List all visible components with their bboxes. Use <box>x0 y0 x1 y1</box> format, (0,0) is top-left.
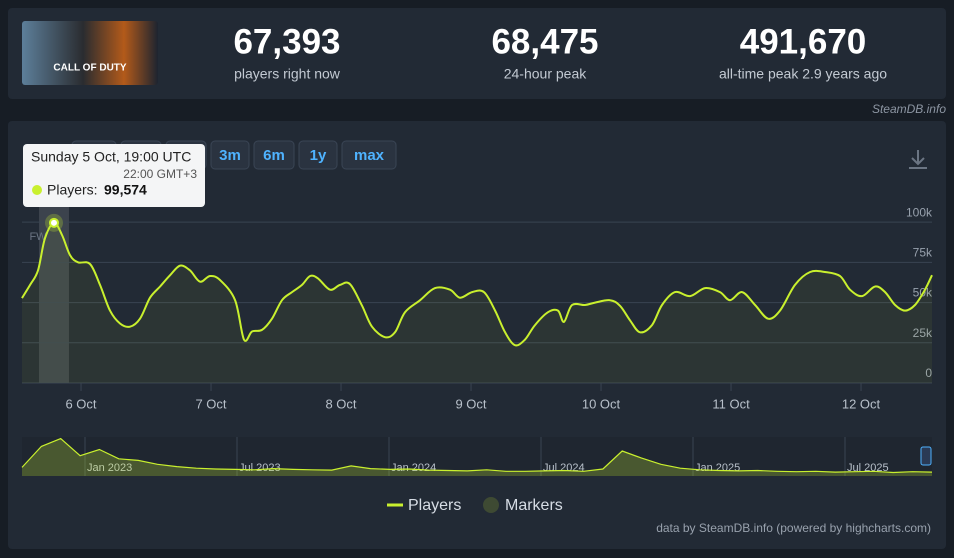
x-tick-label: 11 Oct <box>712 396 750 411</box>
y-tick-label: 100k <box>906 205 933 219</box>
tooltip-subtitle: 22:00 GMT+3 <box>123 167 197 181</box>
marker-flag: FW <box>29 231 47 243</box>
zoom-button[interactable] <box>210 140 250 170</box>
x-tick-label: 12 Oct <box>842 396 881 411</box>
stat-value: 67,393 <box>233 22 340 61</box>
x-tick-label: 7 Oct <box>195 396 226 411</box>
x-tick-label: 6 Oct <box>65 396 96 411</box>
tooltip-value: 99,574 <box>104 182 147 198</box>
tooltip-title: Sunday 5 Oct, 19:00 UTC <box>31 149 191 165</box>
tooltip-series: Players: <box>47 182 98 198</box>
game-image <box>22 21 158 85</box>
navigator-label: Jan 2023 <box>87 462 132 474</box>
x-tick-label: 10 Oct <box>582 396 621 411</box>
y-tick-label: 0 <box>925 366 932 380</box>
stat-value: 68,475 <box>491 22 598 61</box>
credits: data by SteamDB.info (powered by highcha… <box>656 521 931 535</box>
stat-label: all-time peak 2.9 years ago <box>719 66 887 82</box>
legend-label[interactable]: Players <box>408 497 461 514</box>
zoom-button-label[interactable]: 6m <box>263 147 285 164</box>
zoom-button-label[interactable]: 3m <box>219 147 241 164</box>
navigator-label: Jan 2024 <box>391 462 436 474</box>
navigator-handle[interactable] <box>920 446 932 466</box>
navigator-label: Jul 2025 <box>847 462 889 474</box>
tooltip-dot <box>32 185 42 195</box>
hover-point <box>48 217 59 228</box>
stat-label: players right now <box>234 66 341 82</box>
hover-band <box>38 198 69 383</box>
y-tick-label: 75k <box>913 246 933 260</box>
zoom-button[interactable] <box>341 140 397 170</box>
series-line <box>21 221 933 347</box>
watermark: SteamDB.info <box>872 102 946 116</box>
stat-label: 24-hour peak <box>504 66 588 82</box>
legend-marker-dot <box>483 497 499 513</box>
zoom-button-label[interactable]: max <box>354 147 385 164</box>
tooltip-box <box>23 144 205 207</box>
series-area <box>22 222 932 383</box>
download-icon[interactable] <box>909 150 927 169</box>
zoom-button[interactable] <box>253 140 295 170</box>
navigator-line <box>21 437 933 474</box>
legend-label[interactable]: Markers <box>505 497 563 514</box>
stats-panel <box>8 8 946 99</box>
zoom-button[interactable] <box>298 140 338 170</box>
x-tick-label: 8 Oct <box>325 396 356 411</box>
x-tick-label: 9 Oct <box>455 396 486 411</box>
y-tick-label: 25k <box>913 326 933 340</box>
navigator-label: Jul 2023 <box>239 462 281 474</box>
navigator-bg <box>22 437 932 476</box>
stat-value: 491,670 <box>740 22 867 61</box>
zoom-button-label[interactable]: 1y <box>310 147 327 164</box>
logo-text: CALL OF DUTY <box>53 63 126 74</box>
